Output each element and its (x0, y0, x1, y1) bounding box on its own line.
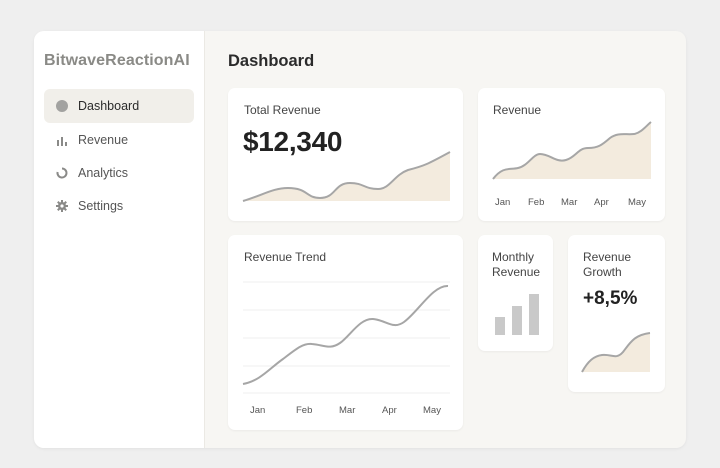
bar (495, 317, 505, 335)
revenue-growth-card: Revenue Growth +8,5% (568, 235, 665, 392)
sidebar-item-label: Revenue (78, 133, 129, 147)
page-title: Dashboard (228, 52, 315, 70)
monthly-revenue-card: Monthly Revenue (478, 235, 553, 351)
revenue-trend-card: Revenue Trend Jan Feb Mar Apr May (228, 235, 463, 430)
x-axis-label: Jan (495, 197, 511, 208)
brand-logo: BitwaveReactionAI (44, 52, 190, 69)
x-axis-label: Apr (382, 405, 397, 416)
sidebar-item-dashboard[interactable]: Dashboard (44, 89, 194, 123)
total-revenue-card: Total Revenue $12,340 (228, 88, 463, 221)
bar-chart-icon (55, 133, 69, 147)
x-axis-label: May (628, 197, 646, 208)
bar (529, 294, 539, 335)
card-title: Revenue (492, 265, 541, 279)
sidebar-item-label: Settings (78, 199, 124, 213)
card-title: Revenue (493, 103, 542, 117)
bar (512, 306, 522, 335)
revenue-sparkline (492, 121, 652, 180)
x-axis-label: Feb (528, 197, 545, 208)
x-axis-label: Apr (594, 197, 609, 208)
total-revenue-sparkline (242, 151, 451, 202)
loading-ring-icon (55, 166, 69, 180)
card-title: Revenue Trend (244, 250, 327, 264)
sidebar-item-analytics[interactable]: Analytics (44, 156, 194, 190)
card-title: Monthly (492, 250, 535, 264)
sidebar: BitwaveReactionAI Dashboard Revenue (34, 31, 205, 448)
x-axis-label: Jan (250, 405, 266, 416)
card-title: Growth (583, 265, 622, 279)
sidebar-item-revenue[interactable]: Revenue (44, 123, 194, 157)
revenue-trend-chart (242, 281, 450, 394)
sidebar-item-label: Dashboard (78, 99, 140, 113)
card-title: Total Revenue (244, 103, 321, 117)
monthly-revenue-bars (495, 294, 539, 335)
card-title: Revenue (583, 250, 632, 264)
revenue-growth-sparkline (581, 332, 651, 373)
revenue-card: Revenue Jan Feb Mar Apr May (478, 88, 665, 221)
revenue-growth-value: +8,5% (583, 288, 638, 309)
sidebar-item-label: Analytics (78, 166, 129, 180)
x-axis-label: Mar (561, 197, 578, 208)
gear-icon (55, 199, 69, 213)
circle-icon (55, 99, 69, 113)
sidebar-item-settings[interactable]: Settings (44, 189, 194, 223)
x-axis-label: Mar (339, 405, 356, 416)
app-window: BitwaveReactionAI Dashboard Revenue (34, 31, 686, 448)
x-axis-label: May (423, 405, 441, 416)
total-revenue-value: $12,340 (243, 126, 343, 157)
x-axis-label: Feb (296, 405, 313, 416)
